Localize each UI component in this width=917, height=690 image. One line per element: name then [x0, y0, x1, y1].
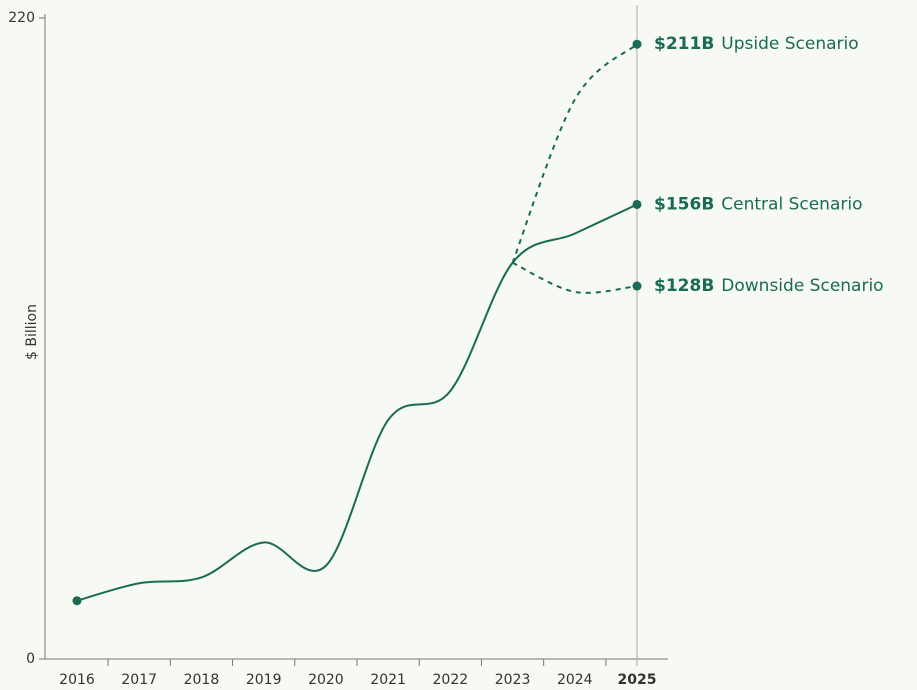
series-line — [512, 261, 638, 294]
y-axis-label: $ Billion — [24, 304, 40, 360]
x-tick-label: 2016 — [59, 672, 95, 688]
point — [632, 39, 642, 49]
y-tick-label: 220 — [8, 10, 35, 26]
x-tick-label: 2020 — [308, 672, 344, 688]
point-label: $211B Upside Scenario — [654, 34, 859, 54]
x-tick-label: 2017 — [121, 672, 157, 688]
series-line — [511, 43, 638, 264]
value-label: $128B — [654, 276, 714, 296]
x-tick-label: 2024 — [557, 672, 593, 688]
series-name: Downside Scenario — [721, 276, 883, 296]
point — [632, 281, 642, 291]
point-label: $128B Downside Scenario — [654, 276, 884, 296]
x-tick-label: 2025 — [618, 672, 657, 688]
x-tick-label: 2021 — [370, 672, 406, 688]
series-name: Upside Scenario — [721, 34, 858, 54]
point — [632, 199, 642, 209]
x-tick-label: 2019 — [246, 672, 282, 688]
x-tick-label: 2018 — [184, 672, 220, 688]
point-label: $156B Central Scenario — [654, 194, 863, 214]
point — [72, 596, 82, 606]
value-label: $156B — [654, 194, 714, 214]
series-line — [76, 203, 638, 602]
value-label: $211B — [654, 34, 714, 54]
x-tick-label: 2023 — [495, 672, 531, 688]
series-name: Central Scenario — [721, 194, 862, 214]
y-tick-label: 0 — [26, 651, 35, 667]
x-tick-label: 2022 — [433, 672, 469, 688]
